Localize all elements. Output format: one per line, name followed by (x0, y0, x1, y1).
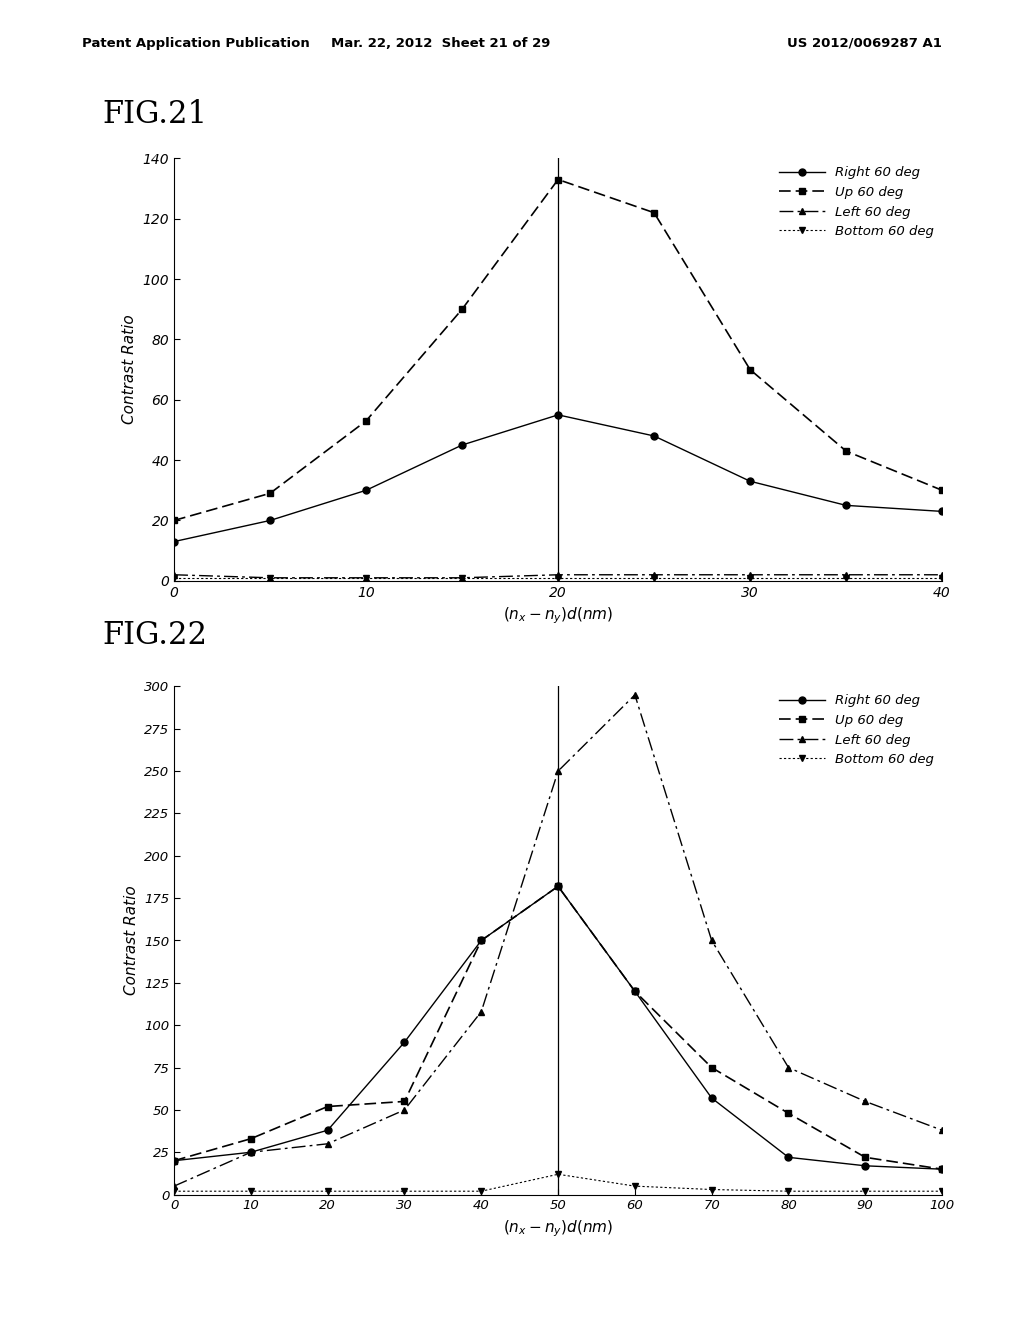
X-axis label: $(n_x-n_y)d(nm)$: $(n_x-n_y)d(nm)$ (503, 605, 613, 626)
Left 60 deg (782, 1060, 795, 1076)
Line: Left 60 deg: Left 60 deg (171, 692, 945, 1189)
Up 60 deg (629, 983, 641, 999)
Up 60 deg (859, 1150, 871, 1166)
Text: FIG.21: FIG.21 (102, 99, 208, 129)
Bottom 60 deg (168, 1183, 180, 1199)
Left 60 deg (360, 570, 373, 586)
Legend: Right 60 deg, Up 60 deg, Left 60 deg, Bottom 60 deg: Right 60 deg, Up 60 deg, Left 60 deg, Bo… (773, 161, 939, 243)
Up 60 deg (168, 1152, 180, 1168)
Bottom 60 deg (552, 1167, 564, 1183)
Text: US 2012/0069287 A1: US 2012/0069287 A1 (787, 37, 942, 50)
Bottom 60 deg (840, 570, 852, 586)
Left 60 deg (245, 1144, 257, 1160)
Line: Bottom 60 deg: Bottom 60 deg (171, 1171, 945, 1195)
Left 60 deg (936, 1122, 948, 1138)
Text: Mar. 22, 2012  Sheet 21 of 29: Mar. 22, 2012 Sheet 21 of 29 (331, 37, 550, 50)
Y-axis label: Contrast Ratio: Contrast Ratio (124, 886, 138, 995)
Left 60 deg (552, 566, 564, 582)
Left 60 deg (706, 932, 718, 948)
Bottom 60 deg (706, 1181, 718, 1197)
Left 60 deg (840, 566, 852, 582)
Up 60 deg (936, 482, 948, 498)
Bottom 60 deg (629, 1179, 641, 1195)
Line: Right 60 deg: Right 60 deg (171, 883, 945, 1172)
Bottom 60 deg (245, 1183, 257, 1199)
Up 60 deg (398, 1093, 411, 1109)
Bottom 60 deg (648, 570, 660, 586)
Right 60 deg (322, 1122, 334, 1138)
Up 60 deg (322, 1098, 334, 1114)
Left 60 deg (398, 1102, 411, 1118)
Bottom 60 deg (168, 570, 180, 586)
Right 60 deg (360, 482, 373, 498)
Right 60 deg (168, 1152, 180, 1168)
Bottom 60 deg (936, 1183, 948, 1199)
Left 60 deg (168, 1179, 180, 1195)
Bottom 60 deg (264, 570, 276, 586)
Right 60 deg (629, 983, 641, 999)
Line: Up 60 deg: Up 60 deg (171, 176, 945, 524)
Right 60 deg (168, 533, 180, 549)
Up 60 deg (360, 413, 373, 429)
Right 60 deg (859, 1158, 871, 1173)
Left 60 deg (456, 570, 468, 586)
Right 60 deg (245, 1144, 257, 1160)
Legend: Right 60 deg, Up 60 deg, Left 60 deg, Bottom 60 deg: Right 60 deg, Up 60 deg, Left 60 deg, Bo… (773, 689, 939, 771)
Right 60 deg (840, 498, 852, 513)
Right 60 deg (398, 1035, 411, 1051)
Right 60 deg (475, 932, 487, 948)
Left 60 deg (264, 570, 276, 586)
Bottom 60 deg (859, 1183, 871, 1199)
Y-axis label: Contrast Ratio: Contrast Ratio (122, 314, 137, 425)
Up 60 deg (782, 1105, 795, 1121)
Up 60 deg (706, 1060, 718, 1076)
Bottom 60 deg (782, 1183, 795, 1199)
Up 60 deg (936, 1162, 948, 1177)
Right 60 deg (744, 474, 757, 490)
Bottom 60 deg (322, 1183, 334, 1199)
Text: FIG.22: FIG.22 (102, 620, 208, 651)
Up 60 deg (744, 362, 757, 378)
Bottom 60 deg (475, 1183, 487, 1199)
Right 60 deg (782, 1150, 795, 1166)
X-axis label: $(n_x-n_y)d(nm)$: $(n_x-n_y)d(nm)$ (503, 1218, 613, 1238)
Right 60 deg (552, 878, 564, 894)
Left 60 deg (859, 1093, 871, 1109)
Up 60 deg (552, 172, 564, 187)
Left 60 deg (322, 1135, 334, 1151)
Up 60 deg (840, 444, 852, 459)
Right 60 deg (936, 503, 948, 519)
Bottom 60 deg (456, 570, 468, 586)
Bottom 60 deg (936, 570, 948, 586)
Right 60 deg (936, 1162, 948, 1177)
Left 60 deg (744, 566, 757, 582)
Line: Bottom 60 deg: Bottom 60 deg (171, 574, 945, 581)
Right 60 deg (456, 437, 468, 453)
Up 60 deg (245, 1131, 257, 1147)
Bottom 60 deg (552, 570, 564, 586)
Bottom 60 deg (744, 570, 757, 586)
Bottom 60 deg (360, 570, 373, 586)
Up 60 deg (552, 878, 564, 894)
Right 60 deg (648, 428, 660, 444)
Up 60 deg (648, 205, 660, 220)
Line: Up 60 deg: Up 60 deg (171, 883, 945, 1172)
Up 60 deg (475, 932, 487, 948)
Left 60 deg (552, 763, 564, 779)
Left 60 deg (648, 566, 660, 582)
Text: Patent Application Publication: Patent Application Publication (82, 37, 309, 50)
Line: Right 60 deg: Right 60 deg (171, 412, 945, 545)
Up 60 deg (264, 486, 276, 502)
Left 60 deg (936, 566, 948, 582)
Left 60 deg (629, 686, 641, 702)
Line: Left 60 deg: Left 60 deg (171, 572, 945, 581)
Left 60 deg (475, 1003, 487, 1019)
Up 60 deg (456, 301, 468, 317)
Bottom 60 deg (398, 1183, 411, 1199)
Right 60 deg (264, 512, 276, 528)
Up 60 deg (168, 512, 180, 528)
Right 60 deg (706, 1090, 718, 1106)
Left 60 deg (168, 566, 180, 582)
Right 60 deg (552, 407, 564, 422)
